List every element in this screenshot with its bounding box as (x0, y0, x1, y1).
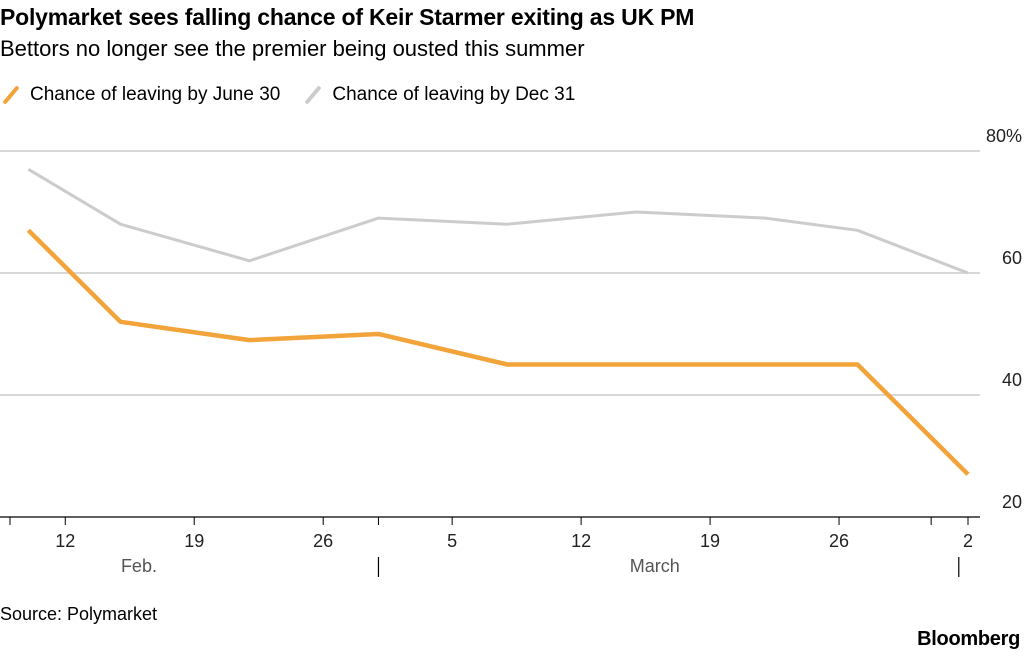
legend-item-june: Chance of leaving by June 30 (0, 84, 280, 106)
brand-logo: Bloomberg (917, 628, 1020, 650)
legend: Chance of leaving by June 30 Chance of l… (0, 84, 597, 106)
legend-label-dec: Chance of leaving by Dec 31 (332, 84, 576, 105)
gridlines (0, 150, 980, 396)
series-line-june-30 (26, 228, 970, 476)
y-tick-label-40: 40 (1002, 370, 1022, 390)
legend-item-dec: Chance of leaving by Dec 31 (302, 84, 575, 106)
y-tick-label-20: 20 (1002, 492, 1022, 512)
chart-subtitle: Bettors no longer see the premier being … (0, 36, 585, 61)
line-chart: 12 19 26 5 12 19 26 2 Feb. March 80% 60 40 20 (0, 126, 1022, 577)
chart-title: Polymarket sees falling chance of Keir S… (0, 4, 695, 30)
month-label-feb: Feb. (121, 556, 157, 576)
y-tick-label-60: 60 (1002, 248, 1022, 268)
x-axis: 12 19 26 5 12 19 26 2 Feb. March (0, 516, 980, 577)
series-line-dec-31 (27, 168, 969, 275)
x-tick-label-3: 12 (55, 531, 75, 551)
y-axis-labels: 80% 60 40 20 (986, 126, 1022, 512)
legend-swatch-dec (304, 84, 322, 106)
x-tick-label-10: 19 (184, 531, 204, 551)
legend-label-june: Chance of leaving by June 30 (30, 84, 281, 105)
x-tick-label-38: 19 (700, 531, 720, 551)
legend-swatch-june (2, 84, 20, 106)
series-lines (26, 168, 970, 476)
month-label-march: March (630, 556, 680, 576)
x-tick-label-45: 26 (829, 531, 849, 551)
x-tick-label-17: 26 (313, 531, 333, 551)
x-tick-label-52: 2 (963, 531, 973, 551)
y-tick-label-80: 80% (986, 126, 1022, 146)
x-tick-label-31: 12 (571, 531, 591, 551)
x-tick-label-24: 5 (447, 531, 457, 551)
source-note: Source: Polymarket (0, 604, 158, 624)
